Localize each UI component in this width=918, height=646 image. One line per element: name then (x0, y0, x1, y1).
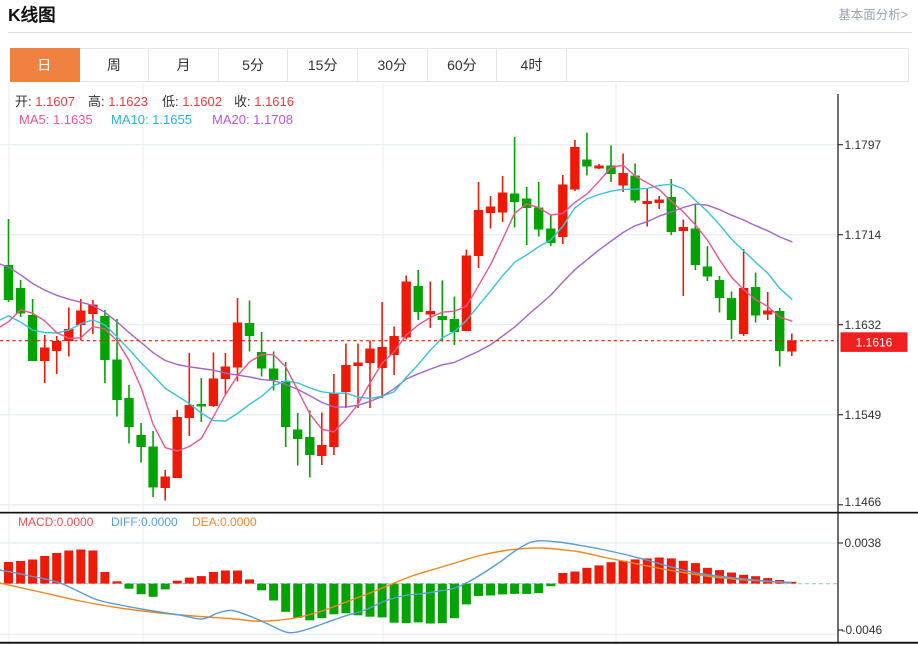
svg-text:1.1714: 1.1714 (845, 228, 882, 242)
svg-text:1.1466: 1.1466 (845, 495, 882, 509)
svg-text:-0.0046: -0.0046 (842, 623, 883, 637)
svg-text:1.1632: 1.1632 (845, 318, 882, 332)
svg-text:1.1797: 1.1797 (845, 138, 882, 152)
svg-text:1.1549: 1.1549 (845, 408, 882, 422)
svg-text:0.0038: 0.0038 (845, 536, 882, 550)
svg-text:1.1616: 1.1616 (856, 335, 893, 349)
